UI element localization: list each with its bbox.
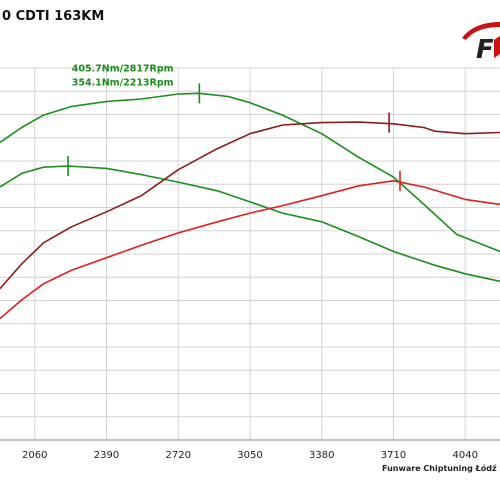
x-tick-label: 4040	[452, 450, 477, 461]
logo-text: F	[476, 35, 494, 65]
footer-credit: Funware Chiptuning Łódź	[382, 463, 497, 473]
peak-annotation-1: 354.1Nm/2213Rpm	[72, 77, 174, 88]
series-line-0	[0, 92, 500, 253]
x-tick-label: 2060	[22, 450, 47, 461]
x-tick-label: 2720	[166, 450, 191, 461]
series-layer	[0, 92, 500, 320]
series-line-2	[0, 121, 500, 290]
x-tick-label: 3380	[309, 450, 334, 461]
x-tick-label: 3710	[381, 450, 406, 461]
x-tick-label: 3050	[237, 450, 262, 461]
x-tick-label: 2390	[94, 450, 119, 461]
series-line-1	[0, 165, 500, 283]
x-axis-ticks: 2060 2390 2720 3050 3380 3710 4040	[22, 450, 478, 461]
series-line-3	[0, 180, 500, 320]
funware-logo: F	[462, 22, 500, 65]
chart-grid	[0, 67, 500, 441]
annotation-layer: 405.7Nm/2817Rpm 354.1Nm/2213Rpm	[72, 64, 174, 89]
chart-title: 0 CDTI 163KM	[2, 9, 104, 24]
peak-annotation-0: 405.7Nm/2817Rpm	[72, 64, 174, 75]
marker-layer	[67, 83, 401, 191]
